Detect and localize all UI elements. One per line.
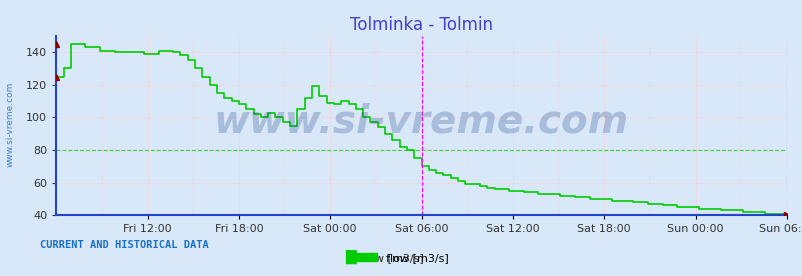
Text: CURRENT AND HISTORICAL DATA: CURRENT AND HISTORICAL DATA xyxy=(40,240,209,250)
Text: www.si-vreme.com: www.si-vreme.com xyxy=(5,81,14,167)
Title: Tolminka - Tolmin: Tolminka - Tolmin xyxy=(350,16,492,34)
Legend: flow [m3/s]: flow [m3/s] xyxy=(350,249,452,268)
Text: flow [m3/s]: flow [m3/s] xyxy=(361,253,423,263)
Text: www.si-vreme.com: www.si-vreme.com xyxy=(213,103,629,141)
Text: █: █ xyxy=(345,250,355,264)
